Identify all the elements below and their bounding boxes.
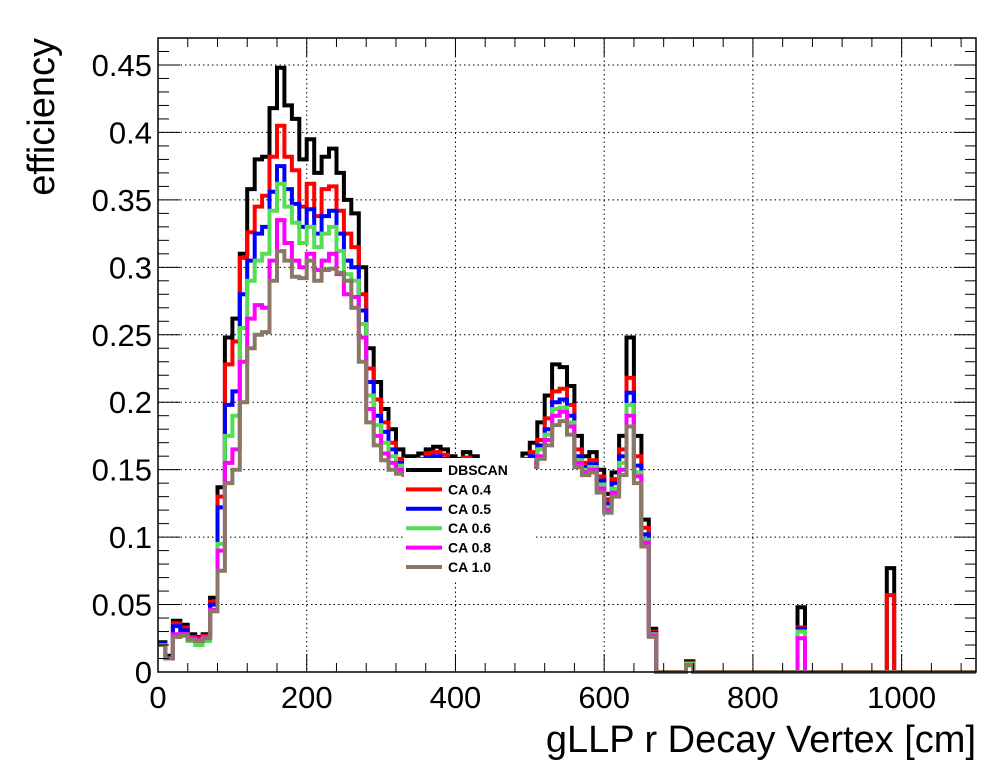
series-line-ca-0-4 xyxy=(158,123,976,674)
y-tick-label: 0.2 xyxy=(109,385,152,420)
legend-label-ca-0-5: CA 0.5 xyxy=(448,501,491,517)
x-tick-label: 1000 xyxy=(867,680,936,715)
series-line-dbscan xyxy=(158,65,976,674)
legend-label-ca-0-8: CA 0.8 xyxy=(448,540,491,556)
plot-frame xyxy=(157,37,977,673)
legend-label-ca-0-4: CA 0.4 xyxy=(448,481,491,497)
y-tick-label: 0.4 xyxy=(109,115,152,150)
y-tick-label: 0.05 xyxy=(92,588,152,623)
x-axis-title: gLLP r Decay Vertex [cm] xyxy=(546,719,976,761)
legend-label-dbscan: DBSCAN xyxy=(448,462,508,478)
y-tick-label: 0.15 xyxy=(92,453,152,488)
x-tick-label: 800 xyxy=(727,680,779,715)
legend-label-ca-0-6: CA 0.6 xyxy=(448,520,491,536)
x-tick-label: 400 xyxy=(430,680,482,715)
x-tick-label: 600 xyxy=(578,680,630,715)
legend-label-ca-1-0: CA 1.0 xyxy=(448,559,491,575)
axis-ticks xyxy=(157,37,976,673)
y-tick-label: 0.3 xyxy=(109,250,152,285)
y-tick-label: 0.35 xyxy=(92,183,152,218)
tick-labels: 0 200 400 600 800 1000 0 0.05 0.1 0.15 0.2 0.25 0.3 0… xyxy=(92,48,936,715)
y-axis-title: efficiency xyxy=(21,38,63,196)
y-tick-label: 0.45 xyxy=(92,48,152,83)
legend-box xyxy=(404,458,534,581)
y-tick-label: 0.25 xyxy=(92,318,152,353)
x-tick-label: 200 xyxy=(281,680,333,715)
y-tick-label: 0 xyxy=(135,655,152,690)
legend: DBSCAN CA 0.4 CA 0.5 CA 0.6 CA 0.8 CA 1.0 xyxy=(404,458,534,581)
x-tick-label: 0 xyxy=(149,680,166,715)
y-tick-label: 0.1 xyxy=(109,520,152,555)
